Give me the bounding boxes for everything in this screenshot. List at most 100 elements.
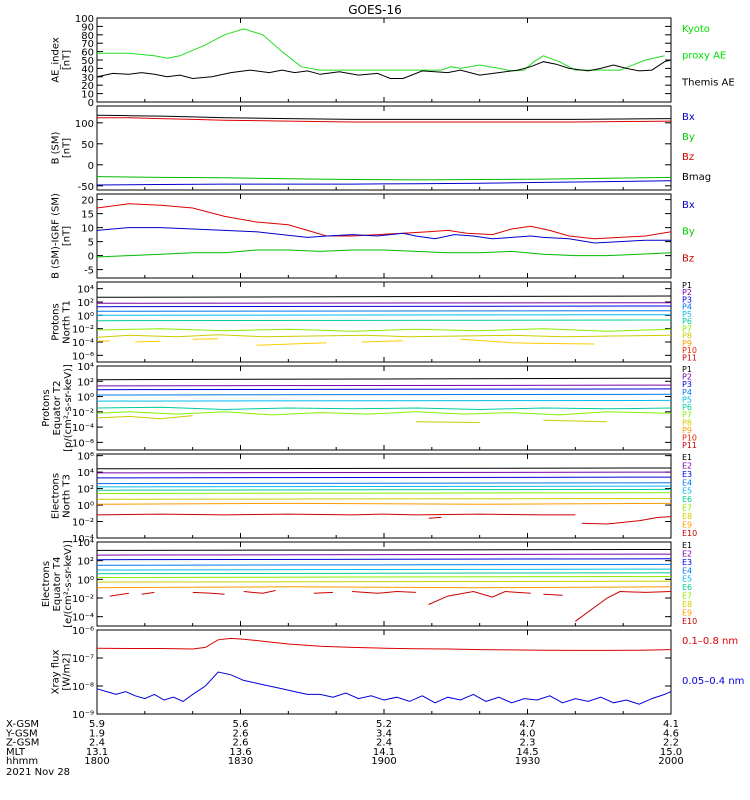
- y-tick-label: 10⁶: [77, 452, 94, 463]
- series-line: [96, 310, 672, 312]
- series-line: [243, 590, 276, 594]
- ephemeris-value: 1930: [515, 756, 540, 767]
- ephemeris-value: 5.2: [376, 719, 392, 730]
- legend-entry: Bz: [682, 253, 694, 264]
- series-line: [96, 295, 672, 298]
- y-axis-label: Protons: [51, 303, 62, 340]
- series-line: [96, 59, 672, 80]
- legend-entry: P11: [682, 353, 697, 362]
- legend-entry: E6: [682, 495, 692, 504]
- y-tick-label: 80: [81, 31, 94, 42]
- series-line: [96, 340, 110, 342]
- series-line: [96, 513, 576, 516]
- legend-entry: 0.05–0.4 nm: [682, 676, 744, 687]
- series-line: [460, 338, 531, 344]
- panel-xray: 10⁻⁶ 10⁻⁷ 10⁻⁸ 10⁻⁹ Xray flux [W/m2] 0.1–0.8 n…: [51, 626, 745, 721]
- series-line: [96, 314, 672, 316]
- y-tick-label: 10⁻⁹: [72, 710, 94, 721]
- legend-entry: E8: [682, 512, 692, 521]
- y-axis-label: North T3: [62, 474, 73, 518]
- series-line: [96, 563, 672, 566]
- legend-entry: P8: [682, 418, 692, 427]
- legend-entry: P7: [682, 411, 692, 420]
- y-tick-label: 10⁴: [77, 285, 94, 296]
- y-tick-label: 10²: [77, 377, 94, 388]
- ephemeris-value: 1.9: [89, 728, 105, 739]
- y-tick-label: 10²: [77, 557, 94, 568]
- y-axis-label: [nT]: [62, 138, 73, 158]
- y-tick-label: 5: [88, 238, 94, 249]
- ephemeris-value: 5.9: [89, 719, 105, 730]
- y-tick-label: 10: [81, 90, 94, 101]
- ephemeris-value: 13.6: [229, 747, 251, 758]
- ephemeris-value: 4.6: [663, 728, 679, 739]
- series-line: [96, 319, 672, 322]
- legend-entry: E4: [682, 478, 692, 487]
- series-line: [96, 377, 672, 381]
- ephemeris-row-label: hhmm: [6, 756, 38, 767]
- series-line: [543, 593, 563, 596]
- ephemeris-value: 5.6: [233, 719, 249, 730]
- ephemeris-row-label: MLT: [6, 747, 26, 758]
- y-tick-label: 50: [81, 140, 94, 151]
- legend-entry: E3: [682, 558, 692, 567]
- series-line: [96, 399, 672, 402]
- y-tick-label: 40: [81, 64, 94, 75]
- legend-entry: 0.1–0.8 nm: [682, 636, 738, 647]
- series-line: [96, 488, 672, 491]
- y-tick-label: 15: [81, 210, 94, 221]
- y-tick-label: 10⁻⁴: [72, 338, 94, 349]
- panel-frame: [96, 453, 672, 539]
- series-line: [96, 492, 672, 494]
- y-tick-label: 10⁻⁶: [72, 626, 94, 637]
- legend-entry: proxy AE: [682, 51, 726, 62]
- series-line: [96, 637, 672, 651]
- legend-entry: P2: [682, 288, 692, 297]
- series-line: [96, 572, 672, 575]
- series-line: [96, 180, 672, 186]
- series-line: [96, 580, 672, 583]
- y-axis-label: AE_index: [51, 37, 62, 83]
- series-line: [543, 419, 608, 423]
- y-tick-label: 10⁻⁷: [72, 654, 94, 665]
- ephemeris-table: X-GSMY-GSMZ-GSMMLThhmm5.91.92.413.118005…: [5, 719, 684, 778]
- legend-entry: E5: [682, 575, 692, 584]
- ephemeris-value: 3.4: [376, 728, 392, 739]
- legend-entry: P3: [682, 295, 692, 304]
- series-line: [256, 342, 327, 346]
- series-line: [352, 590, 416, 594]
- ephemeris-value: 2.4: [376, 738, 392, 749]
- legend-entry: Themis AE: [681, 77, 735, 88]
- ephemeris-value: 2.6: [233, 728, 249, 739]
- series-line: [96, 227, 671, 244]
- series-line: [96, 406, 672, 411]
- series-line: [96, 384, 672, 387]
- legend-entry: Bz: [682, 152, 694, 163]
- series-line: [530, 342, 595, 345]
- series-line: [415, 421, 480, 423]
- series-line: [96, 249, 672, 258]
- legend-entry: E1: [682, 453, 692, 462]
- legend-entry: E5: [682, 487, 692, 496]
- series-line: [428, 516, 442, 519]
- series-line: [428, 590, 531, 605]
- legend-entry: E6: [682, 583, 692, 592]
- legend-entry: E7: [682, 592, 692, 601]
- legend-entry: P6: [682, 317, 692, 326]
- panel-pequator: 10⁴ 10² 10⁰ 10⁻² 10⁻⁴ 10⁻⁶ Protons Equator T2 [p…: [41, 362, 697, 452]
- y-tick-label: 10⁰: [77, 311, 94, 322]
- series-line: [96, 334, 672, 338]
- legend-entry: E7: [682, 504, 692, 513]
- panel-frame: [96, 281, 672, 363]
- ephemeris-value: 13.1: [86, 747, 108, 758]
- y-tick-label: 100: [75, 14, 94, 25]
- series-line: [96, 467, 672, 470]
- series-line: [96, 328, 672, 332]
- y-tick-label: 10²: [77, 485, 94, 496]
- plot-title: GOES-16: [348, 3, 402, 17]
- legend-entry: P6: [682, 403, 692, 412]
- series-line: [96, 498, 672, 500]
